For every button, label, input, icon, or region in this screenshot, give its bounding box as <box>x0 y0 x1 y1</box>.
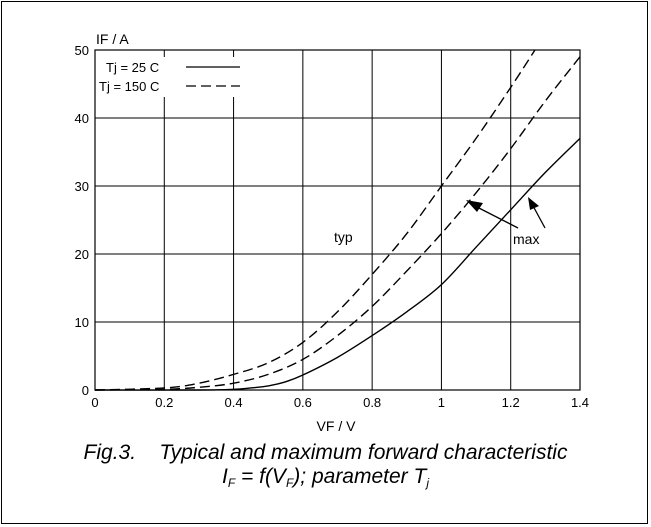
formula-i: I <box>221 465 228 488</box>
x-axis-label: VF / V <box>317 418 357 434</box>
legend-label-25: Tj = 25 C <box>106 60 159 75</box>
arrow-max-head <box>528 197 539 210</box>
y-tick-label: 10 <box>75 315 89 330</box>
annotation-max: max <box>513 231 539 247</box>
legend: Tj = 25 C Tj = 150 C <box>99 60 240 94</box>
series-line-0 <box>94 137 581 391</box>
annotations: typ max <box>334 197 546 247</box>
arrow-typ-head <box>466 200 483 212</box>
annotation-typ: typ <box>334 229 353 245</box>
x-tick-label: 0.8 <box>363 395 381 410</box>
fig-label: Fig.3. <box>83 441 137 464</box>
y-tick-label: 20 <box>75 247 89 262</box>
x-tick-label: 0 <box>91 395 98 410</box>
formula-sub-f1: F <box>227 476 236 490</box>
x-tick-label: 1.2 <box>502 395 520 410</box>
formula-sub-f2: F <box>285 476 294 490</box>
legend-label-150: Tj = 150 C <box>99 79 159 94</box>
y-tick-label: 40 <box>75 111 89 126</box>
plot-area <box>94 49 581 391</box>
x-tick-label: 1.4 <box>571 395 589 410</box>
axes: 0 0.2 0.4 0.6 0.8 1 1.2 1.4 0 10 20 30 40 50 <box>75 43 590 410</box>
x-tick-label: 0.4 <box>225 395 243 410</box>
x-tick-label: 0.6 <box>294 395 312 410</box>
series-line-1 <box>94 56 581 391</box>
x-tick-label: 1 <box>438 395 445 410</box>
caption-title: Typical and maximum forward characterist… <box>159 441 568 464</box>
arrow-typ-line <box>474 205 519 229</box>
grid <box>94 49 581 391</box>
formula-sub-j: j <box>426 476 430 490</box>
legend-background <box>97 57 247 97</box>
x-tick-label: 0.2 <box>155 395 173 410</box>
figure-caption: Fig.3. Typical and maximum forward chara… <box>0 442 651 494</box>
y-tick-label: 50 <box>75 43 89 58</box>
series-lines <box>94 49 581 391</box>
y-axis-label: IF / A <box>96 31 129 47</box>
y-tick-label: 0 <box>82 383 89 398</box>
caption-line-1: Fig.3. Typical and maximum forward chara… <box>0 442 651 464</box>
caption-line-2: IF = f(VF); parameter Tj <box>0 466 651 494</box>
chart: 0 0.2 0.4 0.6 0.8 1 1.2 1.4 0 10 20 30 40 50 Tj = 25 … <box>75 31 590 434</box>
formula-end: ); parameter T <box>293 465 427 488</box>
y-tick-label: 30 <box>75 179 89 194</box>
series-line-2 <box>94 49 536 391</box>
formula-mid: = f(V <box>235 465 286 488</box>
